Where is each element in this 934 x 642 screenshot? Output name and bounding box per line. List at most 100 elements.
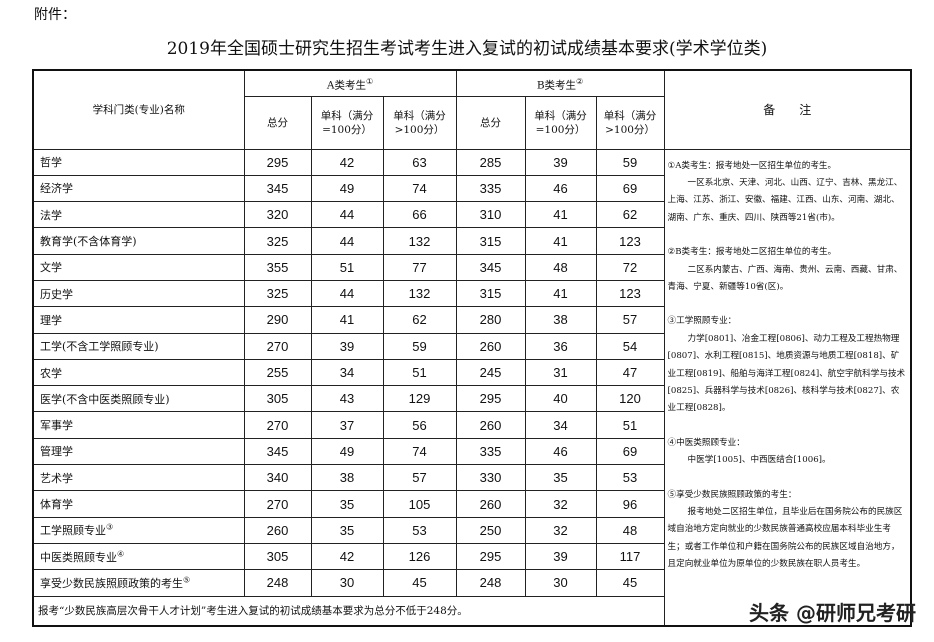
b-score-cell: 51: [595, 411, 665, 439]
b-score-cell: 35: [524, 464, 597, 492]
a-score-cell: 74: [382, 437, 457, 466]
subject-name: 中医类照顾专业④: [32, 542, 245, 571]
a-score-cell: 62: [382, 306, 457, 334]
b-score-cell: 40: [524, 385, 597, 413]
a-score-cell: 45: [382, 569, 457, 597]
a-score-cell: 248: [243, 569, 312, 597]
a-score-cell: 44: [310, 227, 384, 255]
b-score-cell: 31: [524, 358, 597, 387]
subject-name: 管理学: [32, 437, 245, 466]
a-score-cell: 59: [382, 332, 457, 360]
remark-item: ④中医类照顾专业： 中医学[1005]、中西医结合[1006]。: [668, 435, 907, 470]
b-score-cell: 48: [524, 253, 597, 281]
a-score-cell: 255: [243, 358, 312, 387]
a-score-cell: 63: [382, 148, 457, 176]
subject-name: 哲学: [32, 148, 245, 176]
a-score-cell: 44: [310, 201, 384, 229]
b-score-cell: 45: [595, 569, 665, 597]
table-row: 医学(不含中医类照顾专业) 305 43 129 295 40 120: [32, 385, 911, 413]
a-score-cell: 355: [243, 253, 312, 281]
b-score-cell: 54: [595, 332, 665, 360]
remark-body: 中医学[1005]、中西医结合[1006]。: [687, 455, 831, 466]
b-score-cell: 260: [455, 490, 526, 518]
a-score-cell: 35: [310, 516, 384, 544]
a-score-cell: 66: [382, 201, 457, 229]
a-score-cell: 37: [310, 411, 384, 439]
a-score-cell: 270: [243, 411, 312, 439]
table-row: 经济学 345 49 74 335 46 69: [32, 174, 911, 203]
table-row: 农学 255 34 51 245 31 47: [32, 358, 911, 387]
table-row: 享受少数民族照顾政策的考生⑤ 248 30 45 248 30 45: [32, 569, 911, 597]
b-score-cell: 38: [524, 306, 597, 334]
subject-name: 工学(不含工学照顾专业): [32, 332, 245, 360]
b-total-header: 总分: [455, 95, 526, 150]
b-score-cell: 280: [455, 306, 526, 334]
subject-name: 教育学(不含体育学): [32, 227, 245, 255]
b-score-cell: 57: [595, 306, 665, 334]
a-score-cell: 49: [310, 437, 384, 466]
remark-heading: ③工学照顾专业：: [667, 316, 737, 327]
subject-name: 医学(不含中医类照顾专业): [32, 385, 245, 413]
b-score-cell: 36: [524, 332, 597, 360]
remark-body: 报考地处二区招生单位，且毕业后在国务院公布的民族区域自治地方定向就业的少数民族普…: [667, 507, 903, 570]
group-a-header: A类考生①: [243, 69, 457, 97]
a-score-cell: 132: [382, 279, 457, 308]
a-score-cell: 30: [310, 569, 384, 597]
a-score-cell: 295: [243, 148, 312, 176]
b-score-cell: 34: [524, 411, 597, 439]
a-score-cell: 325: [243, 227, 312, 255]
subject-name: 工学照顾专业③: [32, 516, 245, 544]
b-score-cell: 295: [455, 385, 526, 413]
subject-name: 历史学: [32, 279, 245, 308]
b-score-cell: 46: [524, 174, 597, 203]
a-score-cell: 56: [382, 411, 457, 439]
b-single-100-header: 单科（满分=100分）: [524, 95, 597, 150]
b-score-cell: 30: [524, 569, 597, 597]
a-score-cell: 105: [382, 490, 457, 518]
b-score-cell: 53: [595, 464, 665, 492]
b-score-cell: 120: [595, 385, 665, 413]
b-score-cell: 47: [595, 358, 665, 387]
b-score-cell: 32: [524, 490, 597, 518]
remark-heading: ⑤享受少数民族照顾政策的考生：: [667, 489, 797, 500]
b-score-cell: 41: [524, 201, 597, 229]
b-score-cell: 315: [455, 279, 526, 308]
remark-item: ③工学照顾专业： 力学[0801]、冶金工程[0806]、动力工程及工程热物理[0…: [668, 313, 907, 417]
table-row: 体育学 270 35 105 260 32 96: [32, 490, 911, 518]
a-score-cell: 345: [243, 437, 312, 466]
remark-item: ②B类考生：报考地处二区招生单位的考生。 二区系内蒙古、广西、海南、贵州、云南、西…: [668, 244, 907, 296]
b-score-cell: 285: [455, 148, 526, 176]
subject-name: 享受少数民族照顾政策的考生⑤: [32, 569, 245, 597]
remark-heading: ②B类考生：报考地处二区招生单位的考生。: [667, 247, 837, 258]
subject-name: 法学: [32, 201, 245, 229]
subject-name: 农学: [32, 358, 245, 387]
table-row: 艺术学 340 38 57 330 35 53: [32, 464, 911, 492]
a-single-gt100-header: 单科（满分>100分）: [382, 95, 457, 150]
remark-body: 力学[0801]、冶金工程[0806]、动力工程及工程热物理[0807]、水利工…: [667, 333, 906, 414]
subject-name: 理学: [32, 306, 245, 334]
a-score-cell: 42: [310, 542, 384, 571]
a-score-cell: 305: [243, 542, 312, 571]
b-score-cell: 69: [595, 174, 665, 203]
b-score-cell: 315: [455, 227, 526, 255]
b-score-cell: 345: [455, 253, 526, 281]
a-score-cell: 53: [382, 516, 457, 544]
watermark: 头条 @研师兄考研: [749, 601, 916, 625]
b-score-cell: 62: [595, 201, 665, 229]
a-score-cell: 38: [310, 464, 384, 492]
remark-body: 一区系北京、天津、河北、山西、辽宁、吉林、黑龙江、上海、江苏、浙江、安徽、福建、…: [667, 177, 903, 223]
a-score-cell: 132: [382, 227, 457, 255]
a-score-cell: 129: [382, 385, 457, 413]
attachment-label: 附件：: [34, 7, 76, 23]
b-single-gt100-header: 单科（满分>100分）: [595, 95, 665, 150]
a-single-100-header: 单科（满分=100分）: [310, 95, 384, 150]
a-score-cell: 44: [310, 279, 384, 308]
b-score-cell: 117: [595, 542, 665, 571]
subject-name: 文学: [32, 253, 245, 281]
page-title: 2019年全国硕士研究生招生考试考生进入复试的初试成绩基本要求(学术学位类): [166, 39, 768, 59]
b-score-cell: 295: [455, 542, 526, 571]
a-score-cell: 74: [382, 174, 457, 203]
remark-item: ⑤享受少数民族照顾政策的考生： 报考地处二区招生单位，且毕业后在国务院公布的民族区…: [668, 487, 907, 574]
a-score-cell: 260: [243, 516, 312, 544]
b-score-cell: 41: [524, 227, 597, 255]
